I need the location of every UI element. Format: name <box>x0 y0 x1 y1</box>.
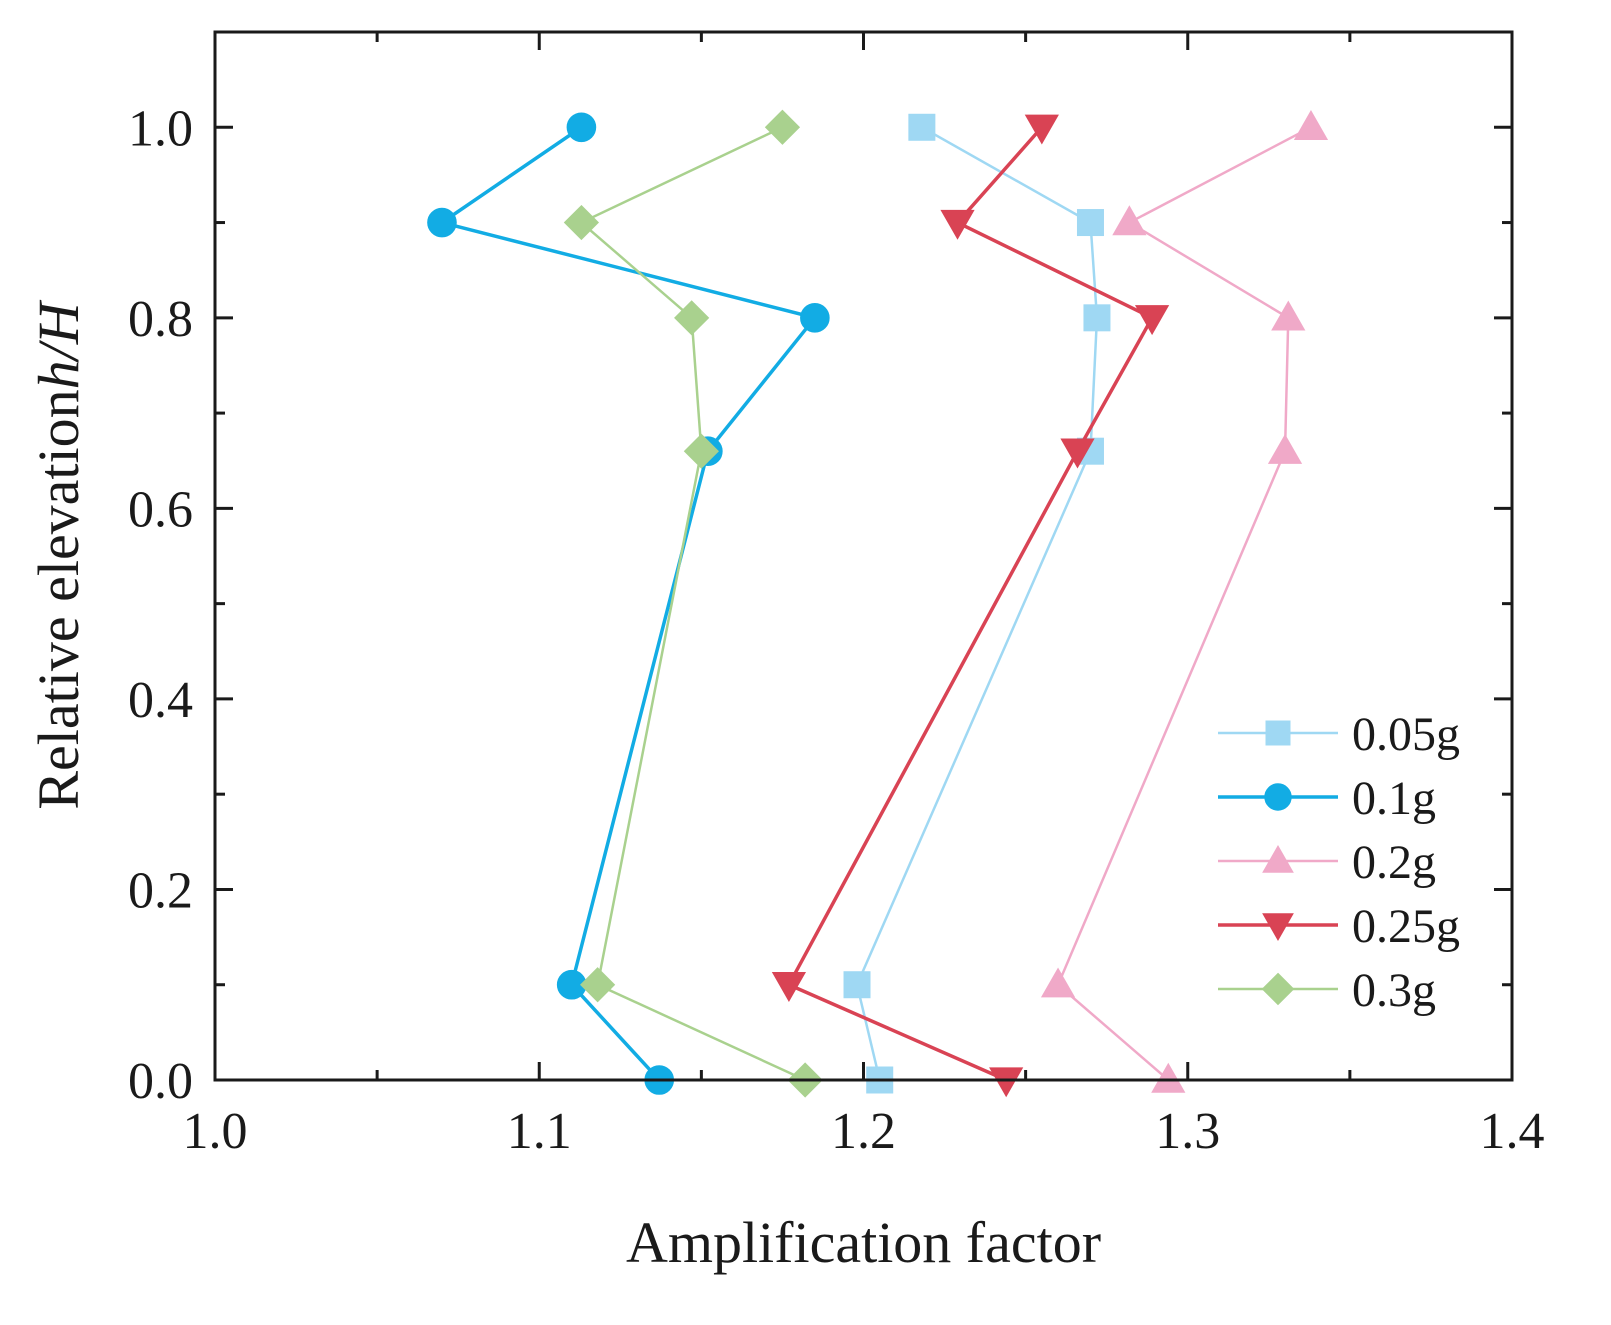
data-point-0.1g <box>427 207 457 238</box>
legend-item-0.25g: 0.25g <box>1218 900 1460 953</box>
data-point-0.25g <box>1060 438 1095 469</box>
x-tick-label: 1.1 <box>507 1103 572 1160</box>
y-tick-label: 1.0 <box>128 100 193 157</box>
legend-item-0.2g: 0.2g <box>1218 836 1436 889</box>
x-tick-label: 1.0 <box>183 1103 248 1160</box>
data-point-0.05g <box>908 113 936 141</box>
x-tick-label: 1.4 <box>1480 1103 1545 1160</box>
data-point-0.25g <box>940 209 975 240</box>
labels-layer: 1.0 1.1 1.2 1.3 1.4 0.0 0.2 0.4 0.6 0.8 1.0 <box>128 100 1545 1160</box>
legend-marker <box>1265 720 1291 746</box>
legend-marker <box>1264 783 1292 811</box>
series-line-0.2g <box>1056 126 1312 1081</box>
legend-marker <box>1261 972 1295 1006</box>
legend-label: 0.25g <box>1352 900 1460 953</box>
series-0.2g <box>1040 110 1329 1093</box>
legend-label: 0.3g <box>1352 964 1436 1017</box>
series-0.3g <box>563 109 823 1098</box>
series-line-0.25g <box>786 126 1155 1082</box>
series-0.05g <box>843 113 1111 1094</box>
legend-item-0.05g: 0.05g <box>1218 708 1460 761</box>
x-tick-label: 1.2 <box>831 1103 896 1160</box>
y-axis-title-italic: h/H <box>26 299 91 389</box>
y-axis-title: Relative elevationh/H <box>26 299 91 809</box>
y-tick-label: 0.6 <box>128 481 193 538</box>
data-point-0.3g <box>563 204 600 241</box>
legend-item-0.1g: 0.1g <box>1218 772 1436 825</box>
series-line-0.1g <box>437 125 818 1082</box>
series-line-0.05g <box>855 126 1099 1081</box>
data-point-0.3g <box>674 300 710 336</box>
data-point-0.2g <box>1151 1062 1186 1093</box>
y-tick-label: 0.8 <box>128 291 193 348</box>
y-tick-label: 0.4 <box>128 672 193 729</box>
data-point-0.3g <box>683 433 719 469</box>
data-point-0.05g <box>1083 304 1111 332</box>
data-point-0.2g <box>1271 300 1306 331</box>
data-point-0.3g <box>580 967 616 1003</box>
y-tick-label: 0.2 <box>128 862 193 919</box>
ticks-layer <box>213 32 1514 1082</box>
data-point-0.1g <box>800 303 830 333</box>
data-point-0.2g <box>1293 110 1329 140</box>
series-line-0.3g <box>579 126 806 1082</box>
legend-item-0.3g: 0.3g <box>1218 964 1436 1017</box>
data-point-0.25g <box>1024 114 1059 145</box>
plot-frame <box>213 30 1514 1082</box>
y-tick-label: 0.0 <box>128 1053 193 1110</box>
legend-marker <box>1262 913 1294 942</box>
legend: 0.05g 0.1g 0.2g 0.25g 0.3g <box>1218 708 1460 1017</box>
x-tick-label: 1.3 <box>1155 1103 1220 1160</box>
y-axis-title-text: Relative elevation <box>26 389 91 809</box>
data-point-0.2g <box>1040 967 1076 998</box>
legend-marker <box>1262 844 1294 873</box>
x-axis-title: Amplification factor <box>626 1210 1101 1275</box>
legend-label: 0.2g <box>1352 836 1436 889</box>
data-point-0.25g <box>771 972 807 1002</box>
data-point-0.1g <box>566 112 597 143</box>
data-point-0.2g <box>1267 433 1303 464</box>
series-layer <box>427 109 1329 1098</box>
series-0.1g <box>427 112 830 1095</box>
data-point-0.05g <box>843 971 871 999</box>
data-point-0.2g <box>1112 205 1147 236</box>
legend-label: 0.05g <box>1352 708 1460 761</box>
data-point-0.25g <box>1134 305 1170 336</box>
series-0.25g <box>771 114 1170 1098</box>
legend-label: 0.1g <box>1352 772 1436 825</box>
data-point-0.3g <box>764 109 801 145</box>
data-point-0.25g <box>989 1067 1024 1098</box>
data-point-0.05g <box>1076 209 1104 237</box>
